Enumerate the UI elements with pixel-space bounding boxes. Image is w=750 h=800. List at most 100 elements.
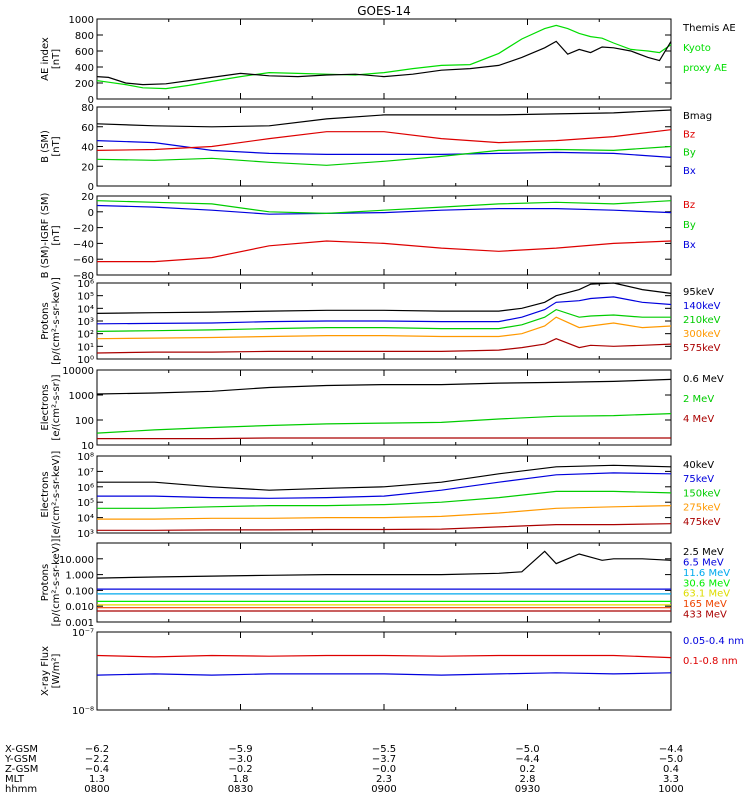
legend-entry: 140keV [683, 301, 721, 312]
y-tick-label: 10⁻⁸ [72, 706, 94, 717]
y-tick-label: 10 [81, 441, 94, 452]
y-axis-label: X-ray Flux[W/m²] [40, 646, 62, 696]
y-axis-label: Protons[p/(cm²-s-sr-keV)] [40, 539, 62, 627]
y-tick-label: 10² [77, 330, 94, 341]
panel-xray: 10⁻⁸ 10⁻⁷ X-ray Flux[W/m²] 0.05-0.4 nm 0.1-0… [40, 628, 744, 717]
x-axis-row-label: X-GSM [5, 744, 38, 755]
x-axis-tick-value: 2.3 [376, 774, 392, 785]
legend-entry: 63.1 MeV [683, 589, 730, 600]
legend-entry: 475keV [683, 517, 721, 528]
y-tick-label: 10⁰ [77, 355, 94, 366]
y-axis-label-line: Electrons [40, 384, 51, 430]
panel-frame [96, 369, 672, 446]
y-tick-label: 0 [88, 208, 94, 219]
series-line-0-1-0-8-nm [96, 654, 672, 659]
legend-entry: 0.05-0.4 nm [683, 636, 744, 647]
panel-bsmigrf: −80 −60 −40 −20 0 20 B (SM)-IGRF (SM)[nT] Bz By B… [40, 192, 696, 282]
series-line-2-mev [96, 413, 672, 434]
x-axis-tick-value: 0830 [228, 784, 253, 795]
series-line-bx [96, 204, 672, 215]
y-tick-label: 100 [75, 416, 94, 427]
legend-entry: 30.6 MeV [683, 578, 730, 589]
legend-entry: Bx [683, 240, 696, 251]
x-axis-tick-value: 0.4 [663, 764, 679, 775]
y-tick-label: 10⁵ [77, 498, 94, 509]
x-axis-tick-value: 0930 [515, 784, 540, 795]
panel-bsm: 0 20 40 60 80 B (SM)[nT] Bmag Bz By Bx [40, 103, 712, 193]
series-line-by [96, 200, 672, 215]
legend-entry: 2.5 MeV [683, 547, 724, 558]
y-tick-label: 10⁴ [77, 514, 94, 525]
x-axis-tick-value: −2.2 [85, 754, 109, 765]
legend-entry: Bz [683, 129, 695, 140]
series-line-40kev [97, 464, 672, 491]
y-tick-label: 10⁶ [77, 279, 94, 290]
y-axis-label: Protons[p/(cm²-s-sr-keV)] [40, 277, 62, 365]
legend-entry: Bmag [683, 111, 712, 122]
series-line-bz [97, 240, 672, 263]
y-tick-label: 10⁻⁷ [72, 628, 94, 639]
x-axis-tick-value: −5.0 [515, 744, 539, 755]
y-tick-label: 1.000 [65, 571, 94, 582]
series-line-475kev [97, 523, 672, 531]
y-tick-label: 10⁵ [77, 292, 94, 303]
legend-entry: 433 MeV [683, 610, 727, 621]
y-axis-label-line: [W/m²] [51, 653, 62, 688]
x-axis-tick-value: 1000 [658, 784, 683, 795]
x-axis-tick-value: −3.7 [372, 754, 396, 765]
legend-entry: Bz [683, 200, 695, 211]
y-axis-label-line: AE index [40, 37, 51, 81]
series-line-150kev [97, 490, 672, 509]
y-tick-label: 0 [88, 95, 94, 106]
x-axis-row-label: Y-GSM [4, 754, 37, 765]
series-line-75kev [97, 472, 672, 499]
y-axis-label: Electrons[e/(cm²-s-sr)] [40, 374, 62, 440]
x-axis-row-label: MLT [5, 774, 25, 785]
legend-entry: 0.6 MeV [683, 374, 724, 385]
x-axis-tick-value: −0.4 [85, 764, 109, 775]
y-tick-label: −80 [73, 271, 94, 282]
y-axis-label-line: [nT] [51, 225, 62, 245]
series-line-bz [96, 129, 672, 151]
series-line-by [96, 145, 672, 166]
y-tick-label: −40 [73, 239, 94, 250]
y-axis-label: B (SM)-IGRF (SM)[nT] [40, 193, 62, 279]
y-tick-label: 1000 [69, 391, 94, 402]
y-tick-label: 20 [81, 162, 94, 173]
legend-entry: Kyoto [683, 43, 711, 54]
x-axis-tick-value: 1.8 [233, 774, 249, 785]
panel-frame [96, 18, 672, 100]
legend-entry: 75keV [683, 474, 714, 485]
chart-title: GOES-14 [357, 4, 411, 18]
series-line-bmag [96, 109, 672, 128]
panel-frame [96, 195, 672, 276]
x-axis-tick-value: −5.0 [659, 754, 683, 765]
x-axis-tick-value: −5.5 [372, 744, 396, 755]
x-axis-tick-value: −0.2 [228, 764, 252, 775]
x-axis-row-label: hhmm [5, 784, 37, 795]
y-tick-label: 200 [75, 79, 94, 90]
y-tick-label: 80 [81, 103, 94, 114]
legend-entry: 300keV [683, 329, 721, 340]
y-tick-label: 10³ [77, 529, 94, 540]
series-line-themis-ae [96, 40, 672, 86]
y-tick-label: 10³ [77, 317, 94, 328]
series-line-210kev [96, 308, 671, 332]
x-axis-tick-value: −3.0 [228, 754, 252, 765]
y-tick-label: 20 [81, 192, 94, 203]
y-axis-label-line: B (SM) [40, 130, 51, 163]
legend-entry: 0.1-0.8 nm [683, 656, 738, 667]
y-axis-label-line: B (SM)-IGRF (SM) [40, 193, 51, 279]
x-axis-tick-value: 3.3 [663, 774, 679, 785]
legend-entry: 575keV [683, 343, 721, 354]
y-tick-label: 400 [75, 63, 94, 74]
y-tick-label: 10⁶ [77, 483, 94, 494]
series-line-0-05-0-4-nm [96, 672, 672, 676]
series-line-0-6-mev [96, 378, 672, 395]
x-axis-tick-value: 0800 [84, 784, 109, 795]
y-tick-label: 10⁸ [77, 452, 94, 463]
